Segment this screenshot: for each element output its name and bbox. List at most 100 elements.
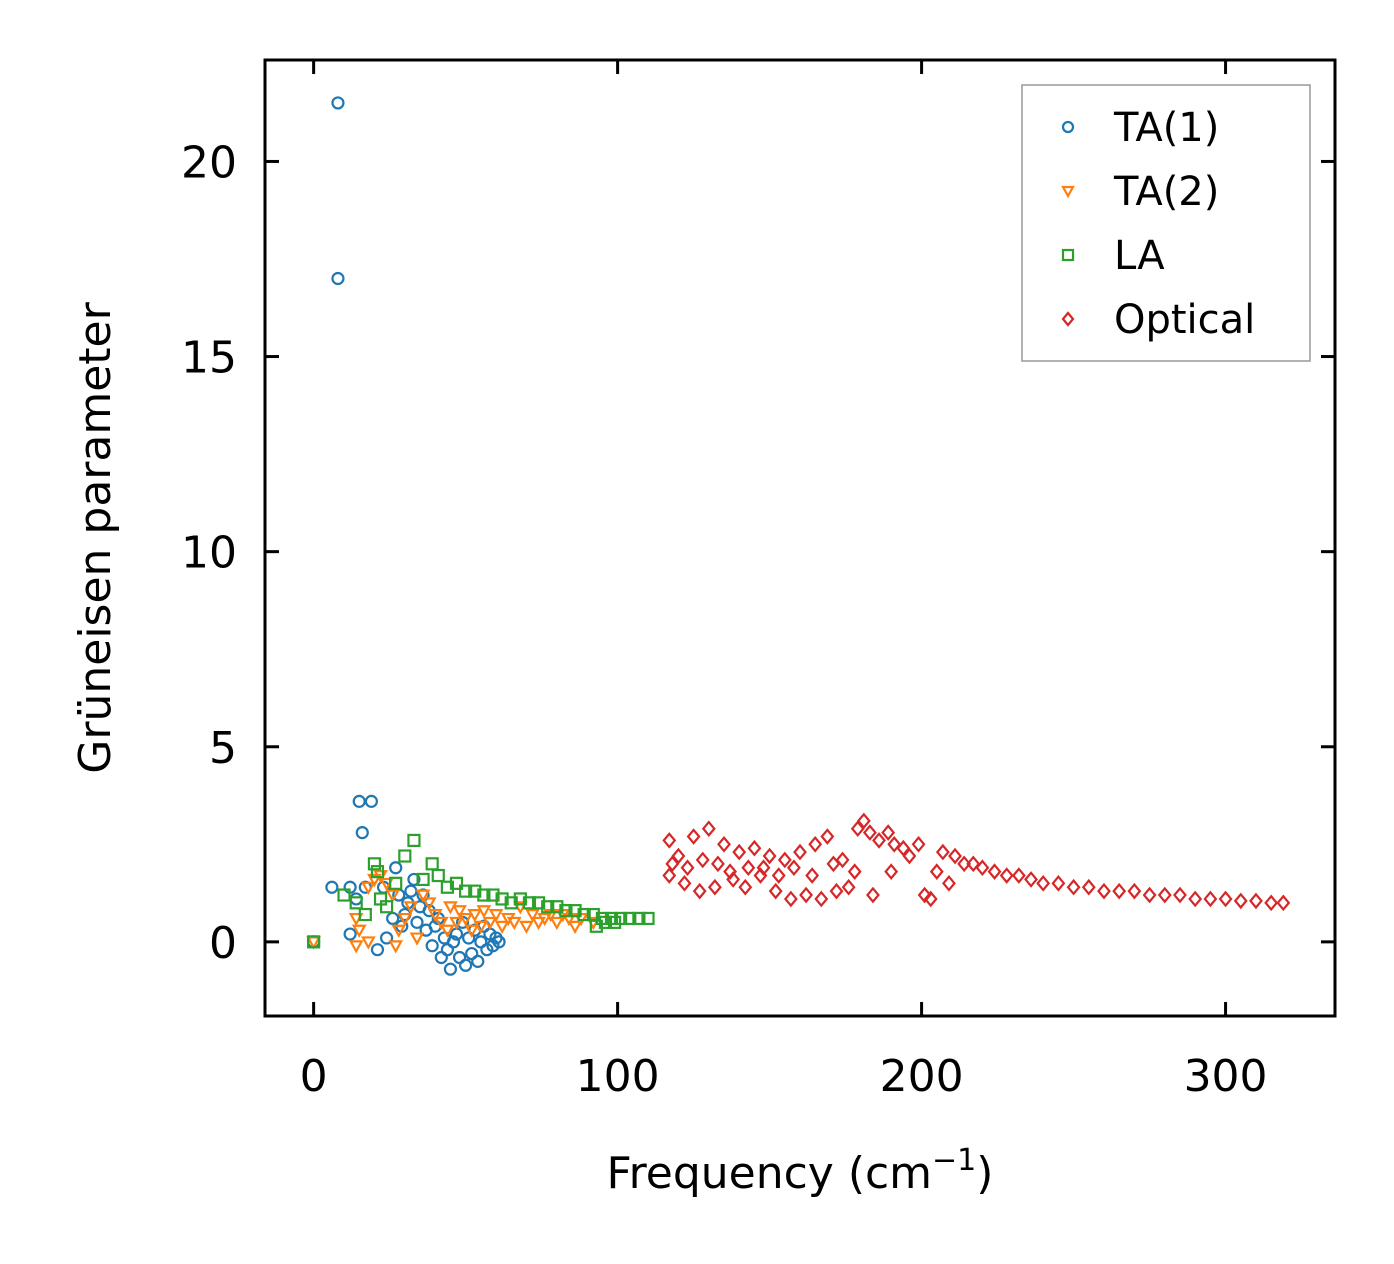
data-point [1218,890,1233,908]
data-point [389,876,403,890]
data-point [589,919,603,933]
data-point [541,900,555,914]
data-point [1276,894,1291,912]
data-point [519,920,534,935]
data-point [887,835,902,853]
data-point [386,911,400,926]
data-point [884,863,899,880]
data-point [459,884,473,898]
data-point [349,896,363,910]
data-point [364,794,378,808]
data-point [680,859,695,877]
data-point [452,905,467,919]
data-point [762,847,777,865]
data-point [504,896,518,910]
y-tick-label: 0 [209,918,237,969]
data-point [799,886,814,904]
data-point [607,915,622,929]
data-point [449,916,464,931]
legend-marker [1061,185,1075,199]
legend-label: TA(2) [1113,169,1219,215]
data-point [549,916,565,931]
data-point [379,931,394,945]
data-point [847,863,862,880]
data-point [348,940,364,954]
data-point [1173,886,1187,904]
data-point [459,958,473,972]
data-point [793,843,807,861]
data-point [482,916,498,931]
data-point [929,863,944,880]
data-point [726,871,741,888]
data-point [707,878,722,896]
data-point [367,873,382,888]
data-point [1264,894,1279,912]
data-point [360,936,376,950]
data-point [623,911,637,926]
data-point [747,839,762,857]
axis-ticks: 0 100 200 300 0 5 10 15 20 [181,60,1335,1102]
data-point [415,889,431,903]
data-point [820,828,835,845]
data-point [662,832,677,849]
data-point [641,911,655,926]
data-point [783,890,798,908]
data-point [559,904,573,918]
data-point [598,915,613,929]
data-point [1157,886,1172,904]
data-point [331,96,345,110]
data-point [388,940,404,954]
data-point [911,835,926,853]
data-point [948,847,962,865]
data-point [440,880,454,894]
data-point [379,900,394,914]
data-point [942,875,956,892]
legend-marker [1061,311,1075,327]
data-point [856,812,871,830]
data-point [786,859,801,877]
legend-marker [1061,120,1075,134]
data-point [1233,892,1248,910]
data-point [841,878,856,896]
data-point [433,916,449,931]
data-point [476,905,492,919]
data-point [710,855,725,873]
data-point [723,863,738,880]
data-point [1036,875,1051,892]
data-point [431,868,445,883]
data-point [398,849,412,863]
data-point [701,820,716,838]
series-ta-1 [307,96,506,976]
data-point [1097,882,1111,900]
data-point [695,851,710,869]
data-point [902,847,917,865]
data-point [407,872,421,887]
data-point [662,867,677,884]
data-point [550,900,564,914]
data-point [814,890,829,908]
data-point [1249,892,1263,910]
data-point [829,882,844,900]
data-point [975,859,990,877]
data-point [391,924,407,938]
data-point [525,909,540,923]
data-point [458,912,473,927]
data-point [999,867,1014,884]
data-point [862,824,877,841]
data-point [407,833,421,848]
data-point [738,878,753,896]
data-point [1127,882,1142,900]
data-point [440,924,455,938]
data-point [306,936,322,950]
data-point [805,867,820,884]
data-point [349,892,363,906]
data-point [835,851,850,869]
data-point [567,920,583,935]
data-point [468,884,482,898]
data-point [352,794,366,808]
data-point [692,882,707,900]
data-point [385,889,401,903]
data-point [443,962,458,976]
data-point [355,826,369,840]
data-point [337,888,351,902]
